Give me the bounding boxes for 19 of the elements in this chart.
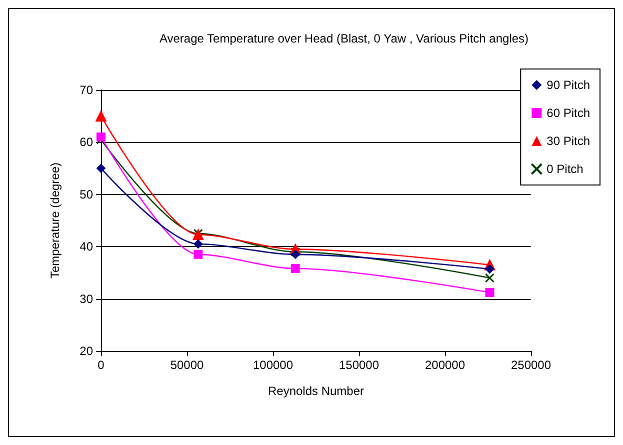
x-axis-title: Reynolds Number [268, 384, 364, 398]
x-tick-label: 200000 [424, 358, 466, 372]
legend-label: 30 Pitch [546, 134, 590, 148]
y-tick-label: 70 [80, 83, 94, 97]
chart-title: Average Temperature over Head (Blast, 0 Yaw , Various Pitch angles) [159, 32, 529, 46]
y-axis-title: Temperature (degree) [48, 162, 62, 279]
y-tick-label: 60 [80, 135, 94, 150]
x-tick-label: 250000 [510, 358, 552, 372]
x-tick-label: 0 [98, 358, 105, 372]
x-tick-label: 150000 [338, 358, 380, 372]
y-tick-label: 50 [80, 187, 94, 202]
y-tick-label: 30 [80, 292, 94, 306]
y-tick-label: 20 [80, 344, 94, 358]
y-tick-label: 40 [80, 240, 94, 254]
legend-label: 0 Pitch [546, 162, 584, 176]
legend-label: 60 Pitch [546, 106, 590, 120]
x-tick-label: 100000 [252, 358, 294, 372]
legend-label: 90 Pitch [546, 78, 590, 92]
x-tick-label: 50000 [170, 358, 204, 372]
